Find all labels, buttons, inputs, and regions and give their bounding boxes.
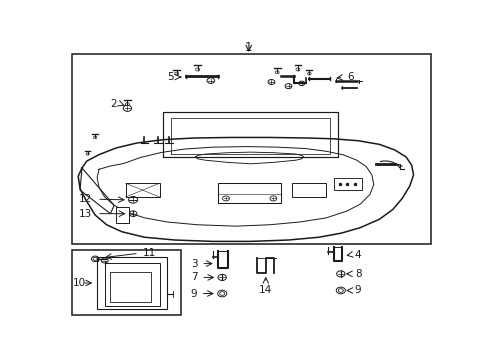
Text: 12: 12 bbox=[79, 194, 92, 204]
Text: 8: 8 bbox=[354, 269, 361, 279]
Text: 7: 7 bbox=[190, 273, 197, 283]
Text: 3: 3 bbox=[190, 258, 197, 269]
Text: 1: 1 bbox=[244, 41, 252, 54]
Text: 14: 14 bbox=[259, 285, 272, 295]
Bar bbox=[116, 207, 129, 223]
Text: 6: 6 bbox=[346, 72, 353, 82]
Text: 11: 11 bbox=[142, 248, 156, 258]
Text: 2: 2 bbox=[110, 99, 117, 109]
Bar bbox=[97, 257, 167, 309]
Text: 9: 9 bbox=[190, 288, 196, 298]
Text: 5: 5 bbox=[167, 72, 174, 82]
Text: 13: 13 bbox=[79, 209, 92, 219]
Bar bbox=[292, 183, 326, 197]
Text: 4: 4 bbox=[354, 250, 361, 260]
Bar bbox=[72, 54, 430, 244]
Bar bbox=[218, 183, 280, 203]
Text: 10: 10 bbox=[73, 278, 86, 288]
Bar bbox=[104, 263, 159, 306]
Bar bbox=[333, 177, 362, 190]
Bar bbox=[125, 183, 159, 197]
Bar bbox=[72, 250, 180, 315]
Bar bbox=[109, 272, 151, 302]
Text: 9: 9 bbox=[354, 285, 361, 296]
